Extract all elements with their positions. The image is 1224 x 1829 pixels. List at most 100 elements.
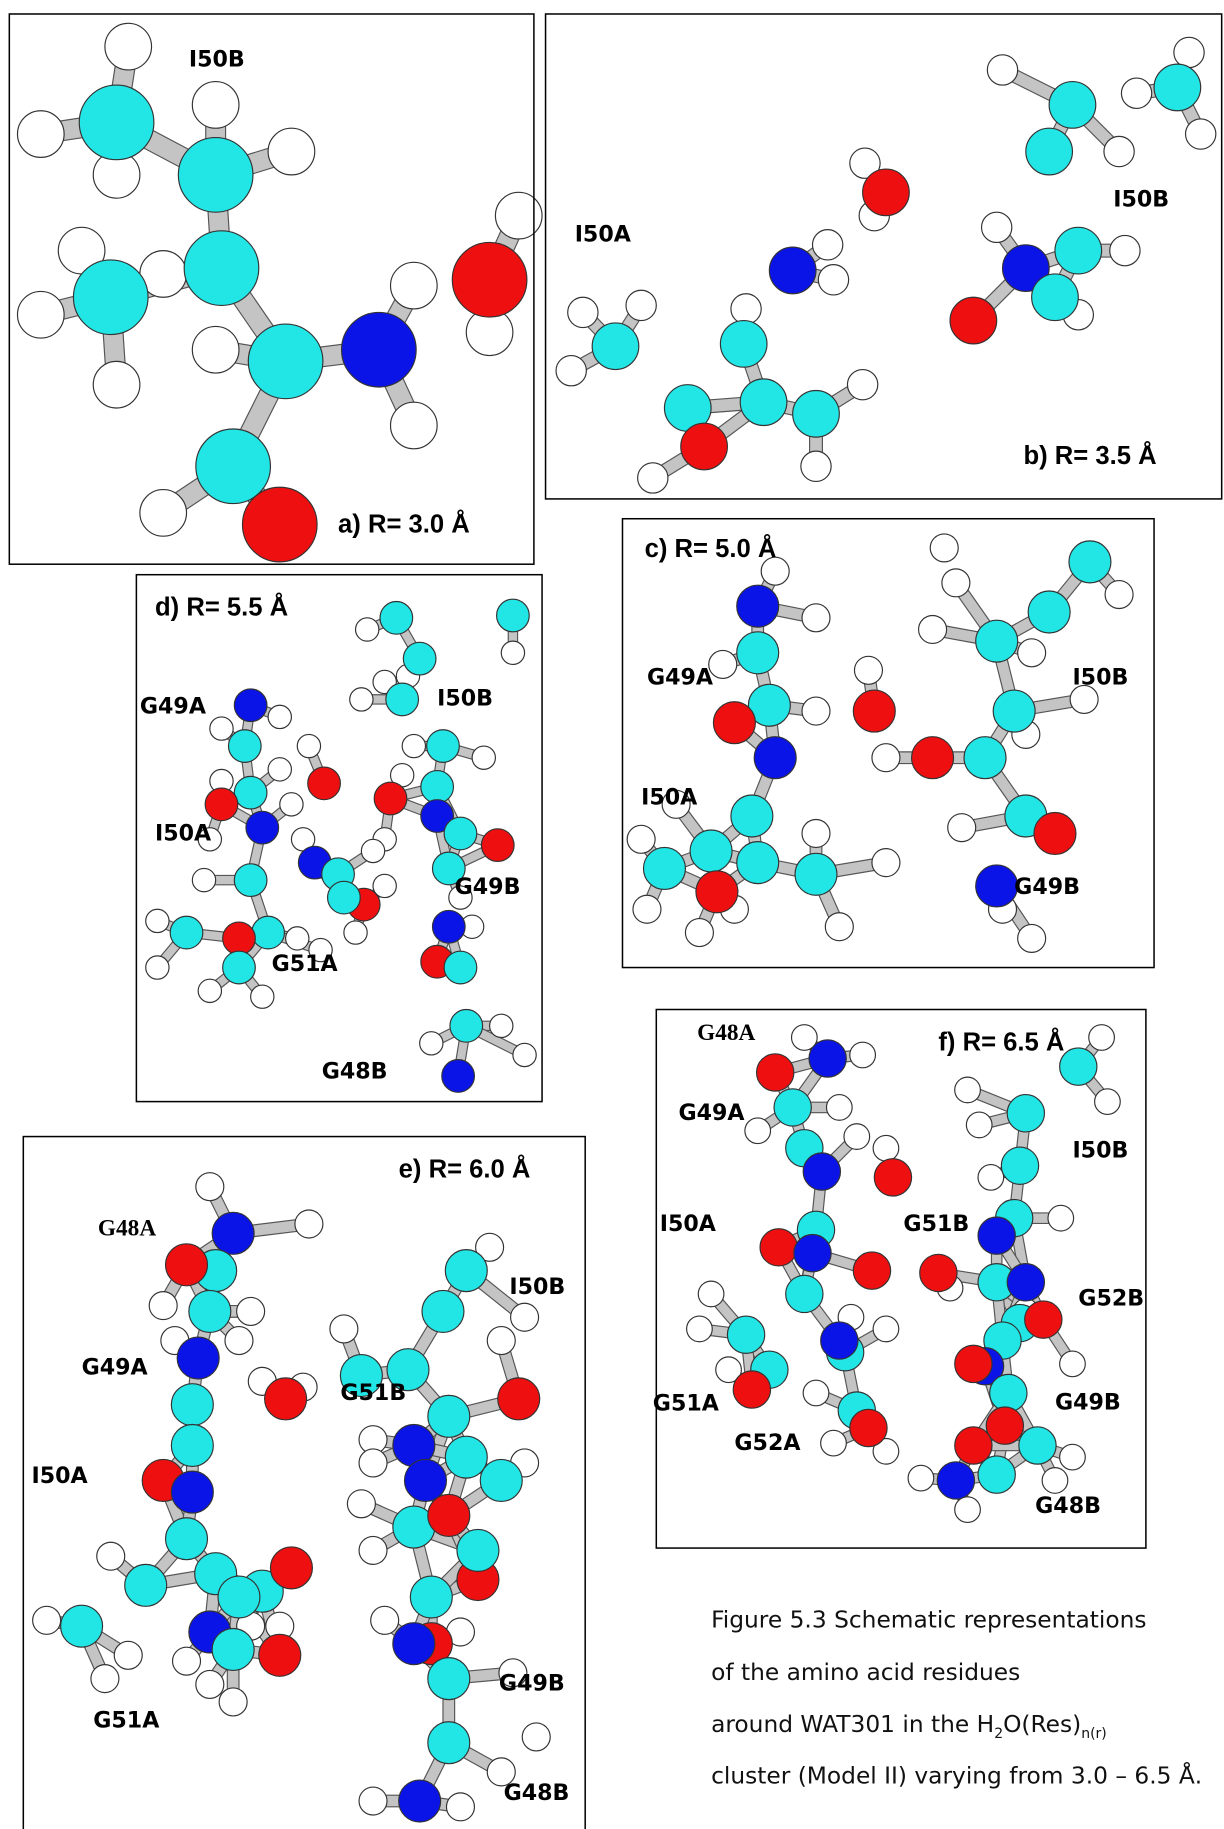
atom <box>1069 541 1111 583</box>
hydrogen-atom <box>685 919 713 947</box>
caption-line: of the amino acid residues <box>711 1659 1020 1686</box>
hydrogen-atom <box>1048 1205 1074 1231</box>
atom <box>171 1424 213 1466</box>
atom <box>1049 82 1096 129</box>
atom <box>386 683 419 716</box>
atom <box>177 1337 219 1379</box>
hydrogen-atom <box>495 192 542 239</box>
hydrogen-atom <box>802 604 830 632</box>
atom <box>1032 274 1079 321</box>
atom <box>863 169 910 216</box>
hydrogen-atom <box>297 734 320 757</box>
hydrogen-atom <box>391 262 438 309</box>
atom <box>450 1010 483 1043</box>
hydrogen-atom <box>731 294 761 324</box>
hydrogen-atom <box>295 1210 323 1238</box>
atom <box>444 817 477 850</box>
residue-label: I50B <box>509 1274 565 1300</box>
residue-label: G49B <box>499 1670 565 1696</box>
caption-line: cluster (Model II) varying from 3.0 – 6.… <box>711 1762 1202 1790</box>
atom <box>428 1395 470 1437</box>
atom <box>976 620 1018 662</box>
hydrogen-atom <box>1095 1089 1121 1115</box>
atom <box>1019 1427 1056 1464</box>
atom <box>727 1316 764 1353</box>
atom <box>986 1407 1023 1444</box>
hydrogen-atom <box>17 111 64 158</box>
atom <box>328 881 361 914</box>
hydrogen-atom <box>487 1327 515 1355</box>
hydrogen-atom <box>33 1606 61 1634</box>
caption-line: Figure 5.3 Schematic representations <box>711 1606 1146 1633</box>
residue-label: G51B <box>340 1380 406 1406</box>
atom <box>853 1252 890 1289</box>
molecules <box>17 23 1215 1822</box>
atom <box>976 865 1018 907</box>
hydrogen-atom <box>638 463 668 493</box>
hydrogen-atom <box>513 1043 536 1066</box>
hydrogen-atom <box>955 1497 981 1523</box>
panel-label: a) R= 3.0 Å <box>338 510 470 539</box>
residue-label: G49A <box>82 1354 149 1380</box>
residue-label: G52B <box>1078 1286 1144 1312</box>
atom <box>403 642 436 675</box>
atom <box>1026 128 1073 175</box>
hydrogen-atom <box>359 1449 387 1477</box>
residue-label: G52A <box>734 1430 801 1456</box>
atom <box>73 260 148 335</box>
residue-label: G51A <box>653 1391 720 1417</box>
hydrogen-atom <box>873 1135 899 1161</box>
atom <box>457 1529 499 1571</box>
atom <box>1007 1264 1044 1301</box>
atom <box>428 1494 470 1536</box>
hydrogen-atom <box>192 82 239 129</box>
hydrogen-atom <box>872 744 900 772</box>
atom <box>125 1564 167 1606</box>
hydrogen-atom <box>826 1095 852 1121</box>
hydrogen-atom <box>350 688 373 711</box>
hydrogen-atom <box>344 921 367 944</box>
hydrogen-atom <box>1104 136 1134 166</box>
atom <box>757 1054 794 1091</box>
atom <box>713 702 755 744</box>
atom <box>259 1634 301 1676</box>
atom <box>445 1250 487 1292</box>
atom <box>1060 1048 1097 1085</box>
atom <box>769 247 816 294</box>
residue-label: G49B <box>1055 1389 1121 1415</box>
atom <box>794 1234 831 1271</box>
caption-text: O(Res) <box>1003 1711 1081 1738</box>
hydrogen-atom <box>192 868 215 891</box>
residue-label: G49B <box>455 874 521 900</box>
atom <box>234 776 267 809</box>
hydrogen-atom <box>522 1723 550 1751</box>
residue-label: G51B <box>903 1211 969 1237</box>
atom <box>731 795 773 837</box>
atom <box>205 788 238 821</box>
atom <box>171 1471 213 1513</box>
atom <box>760 1229 797 1266</box>
atom <box>955 1345 992 1382</box>
residue-label: G49A <box>647 664 714 690</box>
atom <box>218 1576 260 1618</box>
atom <box>737 842 779 884</box>
hydrogen-atom <box>818 265 848 295</box>
residue-label: I50A <box>575 221 632 247</box>
atom <box>212 1212 254 1254</box>
atom <box>786 1275 823 1312</box>
hydrogen-atom <box>356 618 379 641</box>
hydrogen-atom <box>511 1303 539 1331</box>
hydrogen-atom <box>1089 1025 1115 1051</box>
hydrogen-atom <box>361 839 384 862</box>
atom <box>445 1436 487 1478</box>
atom <box>421 771 454 804</box>
hydrogen-atom <box>359 1536 387 1564</box>
atom <box>592 323 639 370</box>
hydrogen-atom <box>268 128 315 175</box>
atom <box>342 312 417 387</box>
atom <box>170 916 203 949</box>
hydrogen-atom <box>210 717 233 740</box>
hydrogen-atom <box>1105 581 1133 609</box>
atom <box>737 632 779 674</box>
subscript: n(r) <box>1081 1726 1107 1742</box>
